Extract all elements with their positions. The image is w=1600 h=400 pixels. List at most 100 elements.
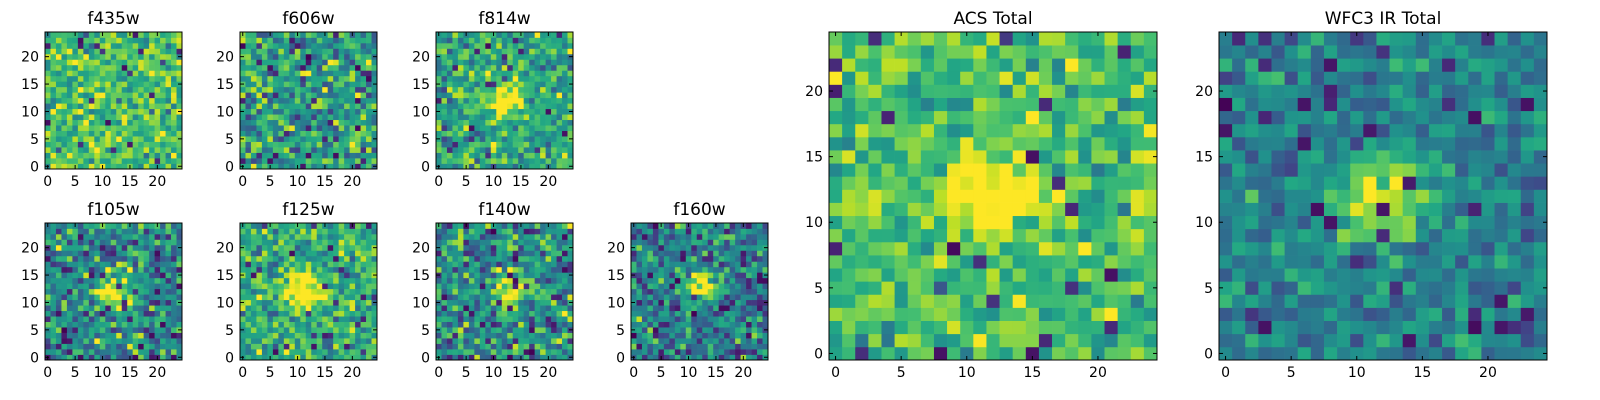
heatmap-cell [496, 103, 503, 110]
heatmap-cell [171, 277, 177, 284]
heatmap-cell [132, 277, 139, 284]
heatmap-cell [707, 316, 714, 322]
heatmap-cell [545, 81, 552, 88]
heatmap-cell [121, 59, 128, 66]
heatmap-cell [757, 299, 763, 306]
heatmap-cell [534, 103, 541, 110]
heatmap-cell [322, 119, 329, 126]
heatmap-cell [121, 158, 128, 164]
heatmap-cell [1117, 215, 1132, 230]
heatmap-cell [245, 32, 252, 38]
heatmap-cell [507, 114, 514, 121]
heatmap-cell [652, 255, 659, 262]
heatmap-cell [305, 228, 312, 235]
heatmap-cell [333, 119, 339, 126]
heatmap-cell [245, 141, 252, 148]
heatmap-cell [507, 64, 514, 71]
heatmap-cell [322, 130, 329, 137]
heatmap-cell [507, 223, 514, 229]
heatmap-cell [116, 343, 123, 350]
heatmap-cell [366, 266, 372, 273]
heatmap-cell [724, 272, 730, 279]
heatmap-cell [986, 176, 1000, 190]
heatmap-cell [436, 141, 442, 148]
heatmap-cell [88, 86, 95, 93]
heatmap-cell [50, 70, 57, 77]
heatmap-cell [1078, 268, 1092, 282]
x-tick-label: 5 [266, 174, 275, 190]
heatmap-cell [322, 305, 329, 312]
heatmap-cell [457, 277, 464, 284]
heatmap-cell [300, 277, 307, 284]
heatmap-cell [371, 147, 378, 153]
heatmap-cell [105, 272, 112, 279]
heatmap-cell [143, 332, 150, 339]
heatmap-cell [485, 32, 492, 38]
heatmap-cell [94, 354, 101, 361]
heatmap-cell [250, 70, 257, 77]
heatmap-cell [121, 305, 128, 312]
heatmap-cell [154, 288, 161, 295]
heatmap-cell [457, 288, 464, 295]
heatmap-cell [283, 147, 290, 153]
heatmap-cell [261, 244, 268, 251]
heatmap-cell [132, 141, 139, 148]
heatmap-cell [316, 163, 323, 170]
heatmap-cell [149, 114, 155, 121]
heatmap-cell [105, 163, 112, 170]
heatmap-cell [160, 310, 166, 317]
heatmap-cell [496, 288, 503, 295]
heatmap-cell [272, 266, 279, 273]
heatmap-cell [165, 261, 172, 268]
heatmap-cell [641, 277, 648, 284]
heatmap-cell [305, 163, 312, 170]
heatmap-cell [83, 283, 90, 290]
heatmap-cell [947, 294, 961, 308]
heatmap-cell [540, 255, 546, 262]
heatmap-cell [468, 294, 475, 301]
heatmap-cell [105, 233, 112, 240]
heatmap-cell [149, 108, 155, 115]
heatmap-cell [474, 299, 481, 306]
heatmap-cell [707, 332, 714, 339]
heatmap-cell [300, 354, 307, 361]
heatmap-cell [127, 53, 134, 60]
heatmap-cell [165, 32, 172, 38]
heatmap-cell [176, 255, 183, 262]
heatmap-cell [567, 48, 574, 55]
heatmap-cell [501, 64, 508, 71]
heatmap-cell [278, 261, 285, 268]
heatmap-cell [551, 81, 557, 88]
heatmap-cell [463, 277, 470, 284]
heatmap-cell [349, 152, 356, 159]
y-tick-label: 0 [225, 350, 234, 366]
heatmap-cell [556, 261, 563, 268]
heatmap-cell [311, 130, 318, 137]
heatmap-cell [143, 136, 150, 142]
heatmap-cell [121, 147, 128, 153]
heatmap-cell [496, 64, 503, 71]
heatmap-cell [349, 48, 356, 55]
heatmap-cell [316, 92, 323, 99]
heatmap-cell [77, 163, 84, 170]
heatmap-cell [138, 130, 144, 137]
heatmap-cell [50, 125, 57, 131]
heatmap-cell [907, 333, 922, 348]
heatmap-cell [366, 233, 372, 240]
heatmap-cell [110, 75, 117, 82]
heatmap-cell [529, 255, 535, 262]
heatmap-cell [523, 283, 530, 290]
heatmap-cell [143, 266, 150, 273]
heatmap-cell [674, 244, 681, 251]
heatmap-cell [99, 250, 106, 257]
heatmap-cell [245, 97, 252, 104]
heatmap-cell [713, 349, 720, 355]
heatmap-cell [66, 147, 73, 153]
heatmap-cell [762, 349, 769, 355]
heatmap-cell [94, 288, 101, 295]
heatmap-cell [468, 48, 475, 55]
heatmap-cell [658, 239, 665, 246]
